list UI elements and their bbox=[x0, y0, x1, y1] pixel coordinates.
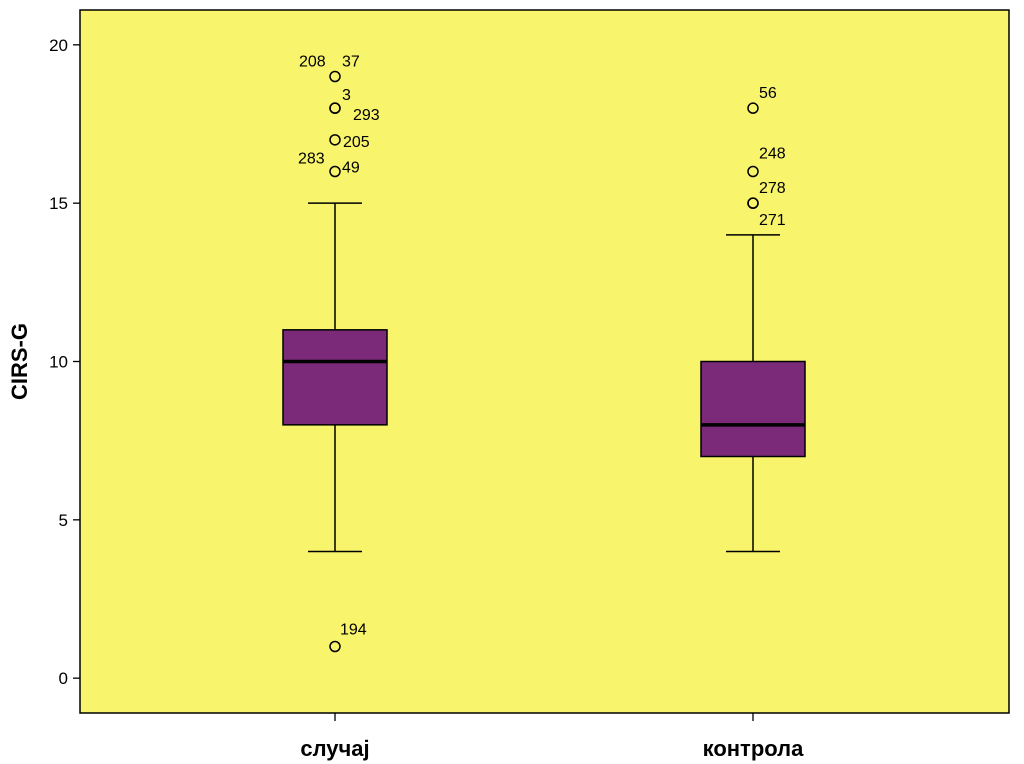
outlier-point bbox=[329, 640, 341, 653]
plot-area bbox=[79, 9, 1010, 714]
iqr-box bbox=[282, 329, 388, 426]
y-tick-label: 20 bbox=[49, 36, 68, 55]
outlier-point bbox=[329, 70, 341, 83]
outlier-label: 283 bbox=[298, 151, 325, 168]
y-tick-label: 0 bbox=[59, 669, 68, 688]
outlier-point bbox=[329, 134, 341, 146]
y-tick-label: 10 bbox=[49, 353, 68, 372]
x-category-label: контрола bbox=[703, 736, 805, 761]
outlier-label: 205 bbox=[343, 134, 370, 151]
outlier-label: 49 bbox=[342, 160, 360, 177]
outlier-label: 278 bbox=[759, 180, 786, 197]
outlier-label: 248 bbox=[759, 146, 786, 163]
outlier-point bbox=[747, 102, 759, 114]
outlier-point bbox=[329, 165, 341, 178]
outlier-label: 56 bbox=[759, 85, 777, 102]
y-tick-label: 5 bbox=[59, 511, 68, 530]
outlier-label: 293 bbox=[353, 107, 380, 124]
box-group: 56 248 278 271 bbox=[700, 85, 806, 553]
iqr-box bbox=[700, 360, 806, 458]
outlier-point bbox=[329, 102, 341, 114]
outlier-label: 271 bbox=[759, 212, 786, 229]
x-axis: случај контрола bbox=[300, 713, 804, 761]
y-axis-title: CIRS-G bbox=[7, 323, 32, 400]
y-tick-label: 15 bbox=[49, 194, 68, 213]
outlier-label: 3 bbox=[342, 87, 351, 104]
y-axis: 0 5 10 15 20 bbox=[49, 36, 80, 688]
outlier-label: 194 bbox=[340, 622, 367, 639]
outlier-point bbox=[747, 165, 759, 178]
x-category-label: случај bbox=[300, 736, 369, 761]
outlier-label: 37 bbox=[342, 54, 360, 71]
outlier-label: 208 bbox=[299, 54, 326, 71]
outlier-point bbox=[747, 197, 759, 209]
